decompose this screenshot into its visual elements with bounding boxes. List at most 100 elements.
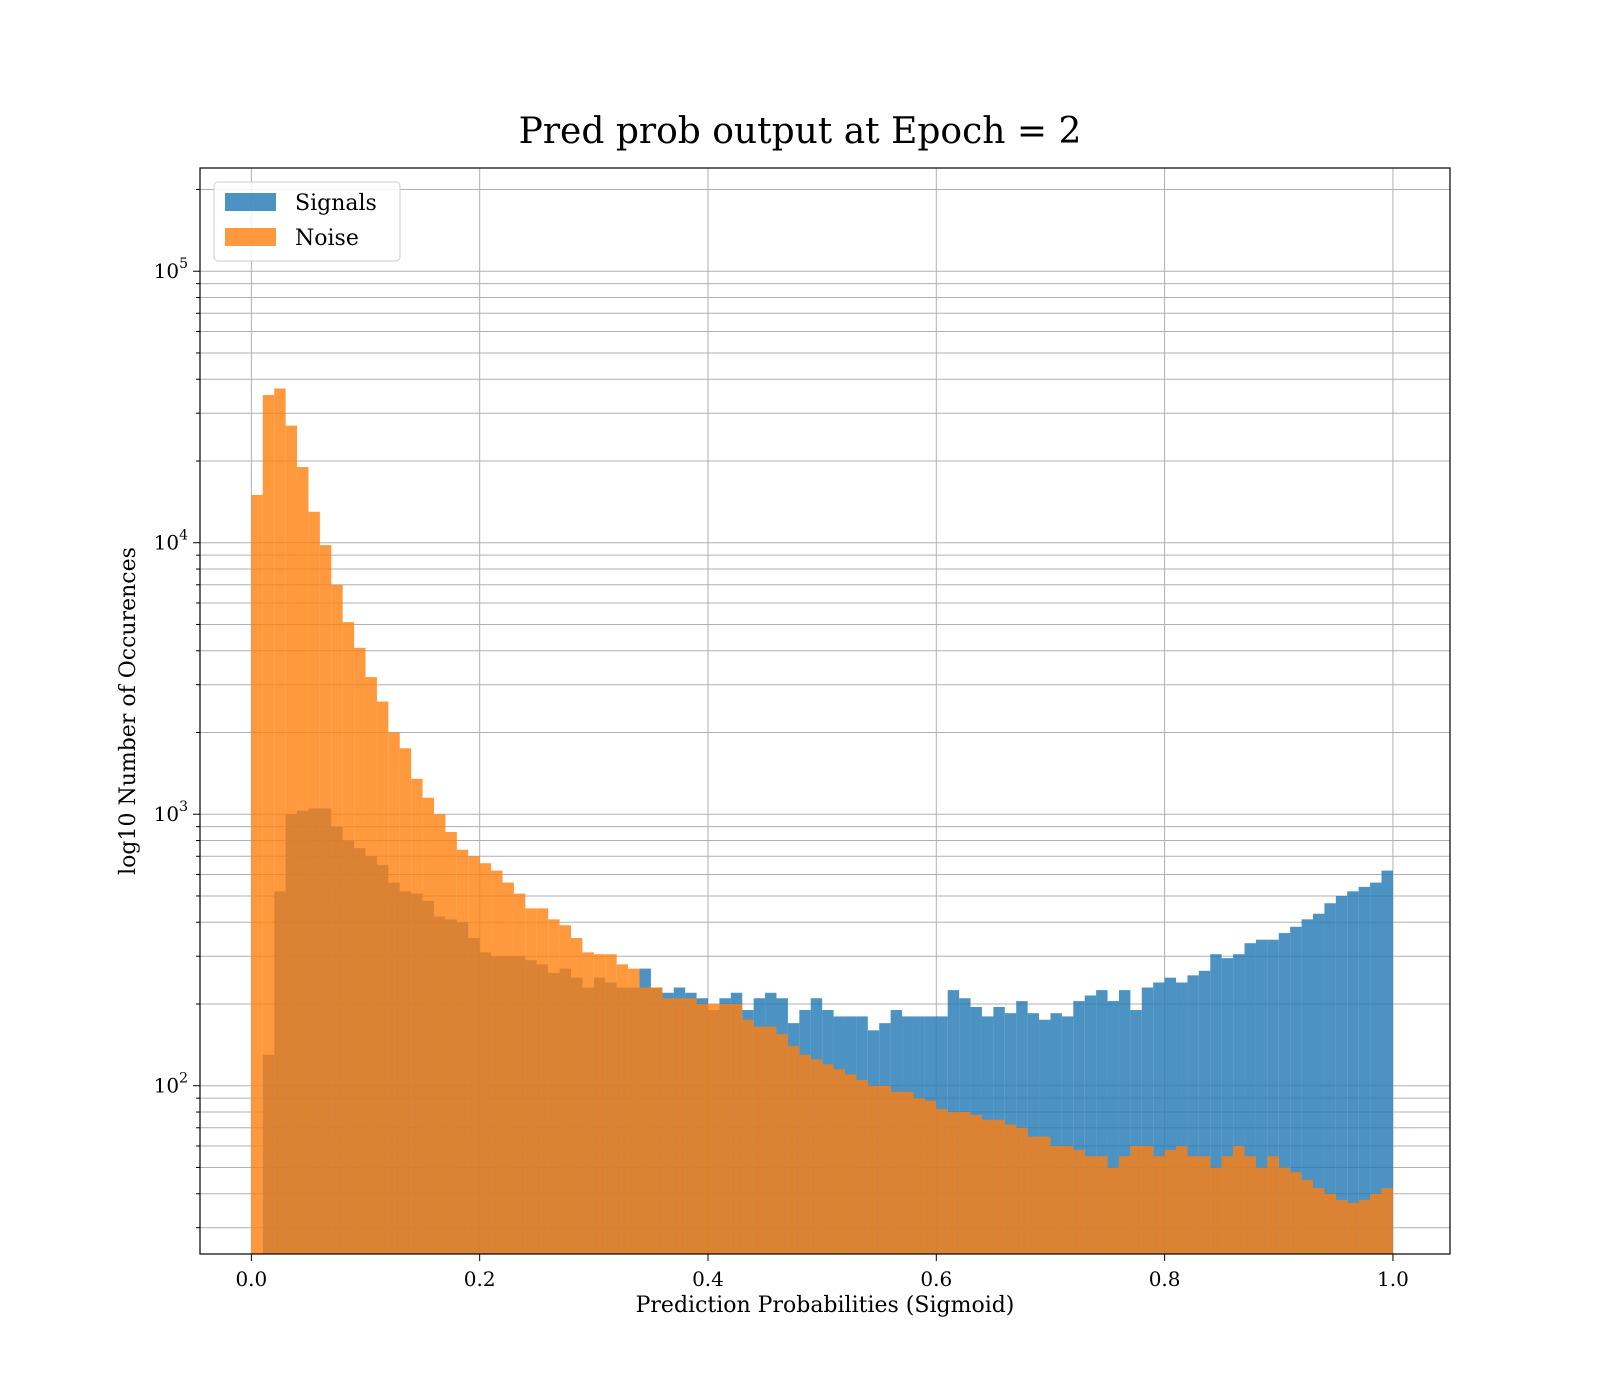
bar-noise <box>856 1079 868 1254</box>
bar-signals <box>1370 882 1382 1254</box>
bar-noise <box>308 511 320 1254</box>
bar-noise <box>536 908 549 1254</box>
bar-noise <box>399 748 412 1254</box>
bar-signals <box>1176 982 1188 1254</box>
bar-noise <box>1016 1127 1028 1254</box>
bar-signals <box>1061 1016 1074 1254</box>
bar-noise <box>1004 1124 1017 1254</box>
bar-noise <box>1130 1145 1142 1254</box>
y-axis-ticks: 102 103 104 105 <box>154 188 200 1229</box>
bar-noise <box>696 1003 708 1254</box>
bar-noise <box>479 863 492 1254</box>
bar-noise <box>297 467 309 1254</box>
bar-noise <box>1096 1156 1108 1254</box>
bar-noise <box>719 1003 731 1254</box>
bar-noise <box>548 919 560 1254</box>
legend-label-signals: Signals <box>295 191 377 216</box>
bar-signals <box>1347 891 1359 1254</box>
x-axis-ticks: 0.0 0.2 0.4 0.6 0.8 1.0 <box>235 1254 1409 1291</box>
legend-swatch-noise <box>225 228 276 246</box>
bar-signals <box>1221 958 1234 1254</box>
bar-noise <box>833 1069 845 1254</box>
bar-noise <box>765 1026 777 1254</box>
bar-noise <box>1278 1167 1291 1254</box>
bar-signals <box>1164 977 1177 1254</box>
bar-noise <box>1153 1156 1165 1254</box>
bar-signals <box>1130 1010 1142 1254</box>
bar-noise <box>456 849 469 1254</box>
bar-noise <box>776 1034 788 1254</box>
bar-noise <box>959 1112 971 1254</box>
bar-noise <box>434 814 446 1254</box>
bar-noise <box>947 1112 960 1254</box>
bar-noise <box>616 964 629 1254</box>
bar-noise <box>844 1074 857 1254</box>
bar-noise <box>1290 1172 1302 1254</box>
bar-signals <box>1290 926 1302 1254</box>
bar-signals <box>1096 990 1108 1254</box>
bar-noise <box>571 938 583 1254</box>
bar-signals <box>1198 970 1211 1254</box>
bar-noise <box>262 395 275 1254</box>
bar-noise <box>1061 1145 1074 1254</box>
bar-noise <box>970 1115 982 1254</box>
bar-noise <box>1050 1145 1062 1254</box>
bar-noise <box>1370 1193 1382 1254</box>
bar-noise <box>468 856 480 1254</box>
bar-noise <box>753 1026 766 1254</box>
bar-noise <box>1164 1149 1177 1254</box>
bar-signals <box>1301 919 1314 1254</box>
bar-signals <box>1141 987 1154 1254</box>
bar-noise <box>1221 1156 1234 1254</box>
y-tick-label: 105 <box>154 256 188 283</box>
bar-noise <box>1324 1193 1336 1254</box>
bar-noise <box>879 1085 891 1254</box>
bar-noise <box>251 494 263 1254</box>
bar-signals <box>1084 995 1097 1254</box>
x-axis-label: Prediction Probabilities (Sigmoid) <box>636 1293 1015 1318</box>
bar-noise <box>388 732 400 1254</box>
plot-frame <box>199 167 1451 1255</box>
bar-noise <box>525 908 537 1254</box>
x-tick-label: 0.6 <box>920 1267 952 1291</box>
bar-noise <box>559 925 572 1254</box>
bar-noise <box>742 1019 754 1254</box>
bar-noise <box>913 1098 925 1254</box>
bar-noise <box>1381 1188 1393 1254</box>
bar-noise <box>867 1085 880 1254</box>
bar-noise <box>582 952 594 1254</box>
bar-noise <box>799 1054 811 1254</box>
bar-signals <box>1210 954 1222 1254</box>
bar-signals <box>1233 954 1245 1254</box>
bar-noise <box>673 998 686 1254</box>
y-tick-label: 103 <box>154 799 188 826</box>
legend: Signals Noise <box>213 181 401 262</box>
bar-signals <box>1107 1001 1119 1254</box>
bar-signals <box>1118 990 1131 1254</box>
bar-noise <box>593 954 606 1254</box>
bar-noise <box>1313 1188 1325 1254</box>
y-tick-label: 102 <box>154 1071 188 1098</box>
histogram-bars <box>251 388 1393 1255</box>
bar-noise <box>274 388 286 1254</box>
bar-noise <box>354 647 366 1254</box>
bar-signals <box>1278 933 1291 1254</box>
bar-noise <box>502 882 514 1254</box>
bar-signals <box>1255 939 1268 1254</box>
bar-noise <box>662 998 674 1254</box>
bar-noise <box>285 425 298 1255</box>
bar-signals <box>1073 1001 1085 1254</box>
bar-noise <box>1107 1167 1119 1254</box>
bar-signals <box>1153 982 1165 1254</box>
bar-signals <box>1313 913 1325 1254</box>
bar-noise <box>890 1091 903 1254</box>
legend-label-noise: Noise <box>295 226 359 251</box>
x-tick-label: 1.0 <box>1377 1267 1409 1291</box>
bar-noise <box>342 622 355 1254</box>
bar-noise <box>1255 1167 1268 1254</box>
bar-signals <box>1324 903 1336 1254</box>
bar-noise <box>1039 1136 1051 1254</box>
bar-noise <box>787 1046 800 1254</box>
bar-signals <box>1027 1013 1040 1254</box>
